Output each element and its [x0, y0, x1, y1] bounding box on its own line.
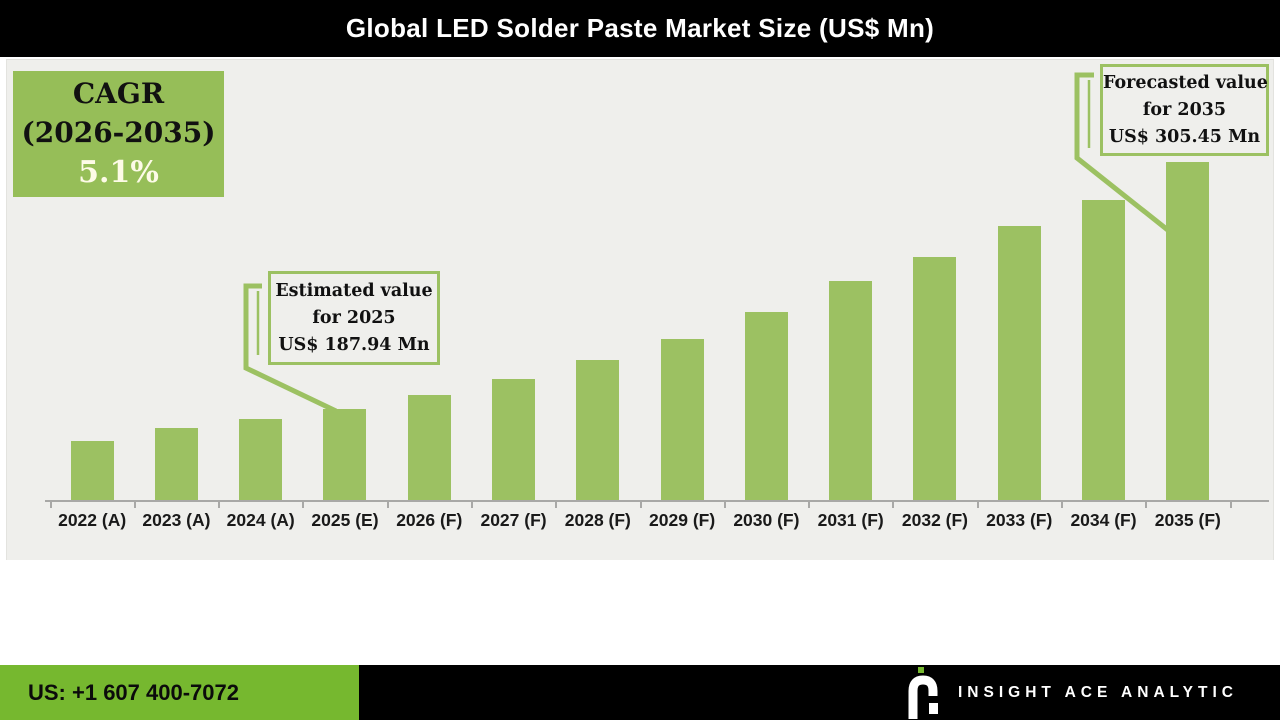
- bar-2028-f: [576, 360, 620, 501]
- page-title: Global LED Solder Paste Market Size (US$…: [345, 13, 935, 43]
- x-axis-tick: [808, 502, 811, 508]
- brand-name: INSIGHT ACE ANALYTIC: [958, 684, 1238, 701]
- x-axis-labels: 2022 (A) 2023 (A) 2024 (A) 2025 (E) 2026 (F)…: [50, 510, 1230, 531]
- estimated-callout-line1: Estimated value: [275, 280, 433, 301]
- bar-slot: [219, 151, 303, 501]
- x-axis-label: 2027 (F): [480, 510, 547, 530]
- contributors-strip: Market Contributors: AIMCo Heraeus Indiu…: [0, 560, 1280, 665]
- x-axis-tick: [639, 502, 642, 508]
- bar-2024-a: [239, 419, 283, 501]
- x-axis-tick: [218, 502, 221, 508]
- bar-2027-f: [492, 379, 536, 501]
- x-axis-tick: [555, 502, 558, 508]
- x-axis-tick: [1145, 502, 1148, 508]
- x-axis-tick: [723, 502, 726, 508]
- phone-number: US: +1 607 400-7072: [28, 680, 239, 705]
- bar-2034-f: [1082, 200, 1126, 501]
- bar-2030-f: [744, 312, 788, 501]
- x-axis-label: 2034 (F): [1070, 510, 1137, 530]
- bar-slot: [1061, 151, 1145, 501]
- title-bar: Global LED Solder Paste Market Size (US$…: [0, 0, 1280, 57]
- estimated-callout-value: US$ 187.94 Mn: [278, 334, 430, 355]
- x-axis-tick: [1229, 502, 1232, 508]
- forecasted-callout-line2: for 2035: [1142, 99, 1227, 120]
- bar-slot: [471, 151, 555, 501]
- x-axis-label: 2033 (F): [986, 510, 1053, 530]
- x-axis-label: 2035 (F): [1154, 510, 1221, 530]
- bar-2033-f: [997, 226, 1041, 501]
- x-axis-tick: [976, 502, 979, 508]
- bar-slot: [134, 151, 218, 501]
- x-axis-tick: [302, 502, 305, 508]
- bar-slot: [640, 151, 724, 501]
- x-axis-line: [45, 500, 1269, 502]
- bar-2031-f: [829, 281, 873, 501]
- bar-2035-f: [1166, 162, 1210, 501]
- bars: [50, 151, 1230, 501]
- bar-2022-a: [70, 441, 114, 501]
- x-axis-tick: [470, 502, 473, 508]
- forecasted-callout-line1: Forecasted value: [1103, 72, 1268, 93]
- bar-2025-e: [323, 409, 367, 501]
- x-axis-tick: [133, 502, 136, 508]
- x-axis-label: 2024 (A): [226, 510, 295, 530]
- x-axis-label: 2025 (E): [311, 510, 379, 530]
- cagr-box: CAGR (2026-2035) 5.1%: [13, 71, 224, 197]
- bar-slot: [809, 151, 893, 501]
- bar-slot: [893, 151, 977, 501]
- bar-slot: [387, 151, 471, 501]
- x-axis-label: 2030 (F): [733, 510, 800, 530]
- forecasted-callout-value: US$ 305.45 Mn: [1108, 126, 1261, 147]
- forecasted-value-callout: Forecasted value for 2035 US$ 305.45 Mn: [1100, 64, 1269, 156]
- x-axis-tick: [49, 502, 52, 508]
- x-axis-label: 2022 (A): [58, 510, 127, 530]
- bar-2032-f: [913, 257, 957, 501]
- bar-slot: [556, 151, 640, 501]
- estimated-value-callout: Estimated value for 2025 US$ 187.94 Mn: [268, 271, 440, 365]
- cagr-label: CAGR: [72, 77, 165, 110]
- bar-slot: [1146, 151, 1230, 501]
- bar-2029-f: [660, 339, 704, 501]
- footer-brand-block: INSIGHT ACE ANALYTIC: [359, 665, 1280, 720]
- bar-2026-f: [407, 395, 451, 501]
- x-axis-label: 2032 (F): [901, 510, 969, 530]
- x-axis-label: 2023 (A): [142, 510, 211, 530]
- x-axis-label: 2028 (F): [564, 510, 631, 530]
- cagr-period: (2026-2035): [21, 116, 216, 149]
- x-axis-ticks: [0, 502, 1280, 510]
- bar-slot: [724, 151, 808, 501]
- cagr-value: 5.1%: [78, 155, 159, 190]
- x-axis-tick: [386, 502, 389, 508]
- x-axis-label: 2026 (F): [396, 510, 463, 530]
- footer-phone-block: US: +1 607 400-7072: [0, 665, 359, 720]
- x-axis-label: 2031 (F): [817, 510, 884, 530]
- x-axis-label: 2029 (F): [649, 510, 716, 530]
- x-axis-tick: [892, 502, 895, 508]
- bar-slot: [303, 151, 387, 501]
- insight-ace-logo-icon: [908, 667, 938, 719]
- bar-slot: [50, 151, 134, 501]
- estimated-callout-line2: for 2025: [312, 307, 396, 328]
- bar-slot: [977, 151, 1061, 501]
- bar-2023-a: [154, 428, 198, 501]
- x-axis-tick: [1060, 502, 1063, 508]
